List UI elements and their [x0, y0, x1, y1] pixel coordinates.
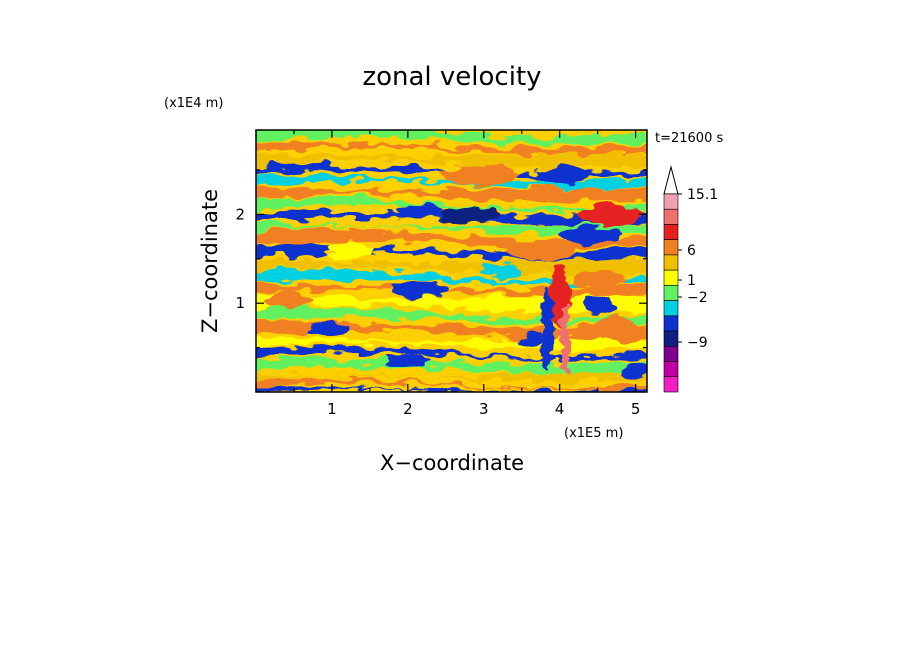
colorbar-swatch	[663, 269, 679, 286]
colorbar-swatch	[663, 315, 679, 332]
field-blob	[574, 270, 626, 290]
colorbar-swatch	[663, 300, 679, 317]
field-band	[256, 176, 647, 189]
field-blob	[560, 305, 570, 375]
colorbar-swatch	[663, 285, 679, 301]
contour-field	[256, 130, 647, 392]
field-blob	[308, 324, 352, 336]
field-blob	[596, 316, 644, 344]
chart-title: zonal velocity	[362, 62, 541, 92]
field-blob	[580, 205, 640, 225]
x-axis-ticks: 1 2 3 4 5	[255, 130, 641, 418]
field-blob	[560, 227, 620, 243]
y-tick-label: 2	[235, 205, 245, 223]
plot-border	[255, 129, 648, 393]
field-blob	[621, 362, 647, 378]
field-band	[256, 152, 647, 169]
field-blob	[532, 167, 588, 183]
x-axis-label: X−coordinate	[380, 451, 524, 475]
y-axis-label: Z−coordinate	[198, 189, 222, 333]
x-tick-label: 5	[631, 400, 641, 418]
field-blob	[328, 242, 372, 258]
field-blob	[582, 297, 618, 313]
field-blob	[480, 262, 520, 278]
colorbar-label: 15.1	[687, 187, 718, 203]
field-band	[256, 269, 647, 287]
y-axis-unit: (x1E4 m)	[164, 96, 223, 111]
x-tick-label: 2	[403, 400, 413, 418]
field-band	[256, 130, 647, 145]
colorbar-swatch	[663, 376, 679, 393]
y-axis-ticks: 12	[235, 169, 647, 349]
colorbar-swatch	[663, 208, 679, 225]
x-tick-label: 4	[555, 400, 565, 418]
colorbar-swatch	[663, 330, 679, 347]
field-band	[256, 186, 647, 203]
field-blob	[386, 354, 434, 366]
colorbar: 15.1 6 1−2 −9	[663, 165, 718, 393]
colorbar-swatch	[663, 346, 679, 362]
field-band	[256, 377, 647, 391]
field-band	[256, 197, 647, 213]
x-tick-label: 1	[327, 400, 337, 418]
field-blob	[390, 282, 450, 298]
field-band	[256, 372, 647, 383]
plot-frame	[255, 129, 648, 393]
colorbar-arrow	[663, 165, 679, 195]
field-band	[256, 358, 647, 375]
field-blob	[440, 165, 520, 185]
colorbar-label: 1	[687, 273, 696, 289]
field-blob	[542, 290, 554, 370]
colorbar-swatch	[663, 254, 679, 271]
colorbar-swatch	[663, 239, 679, 256]
field-band	[256, 142, 647, 155]
field-blob	[505, 241, 575, 259]
field-blob	[398, 203, 442, 217]
field-blob	[516, 332, 544, 348]
time-label: t=21600 s	[655, 131, 723, 146]
field-band	[256, 345, 647, 361]
colorbar-swatch	[663, 224, 679, 240]
colorbar-label: −9	[687, 335, 708, 351]
field-blob	[440, 207, 500, 223]
x-tick-label: 3	[479, 400, 489, 418]
colorbar-swatch	[663, 193, 679, 210]
field-blob	[272, 242, 328, 258]
x-axis-unit: (x1E5 m)	[564, 426, 623, 441]
field-blob	[266, 291, 314, 309]
colorbar-swatch	[663, 361, 679, 378]
field-band	[256, 386, 647, 392]
y-tick-label: 1	[235, 294, 245, 312]
colorbar-label: 6	[687, 243, 696, 259]
field-band	[256, 258, 647, 275]
colorbar-label: −2	[687, 290, 708, 306]
field-band	[256, 222, 647, 235]
